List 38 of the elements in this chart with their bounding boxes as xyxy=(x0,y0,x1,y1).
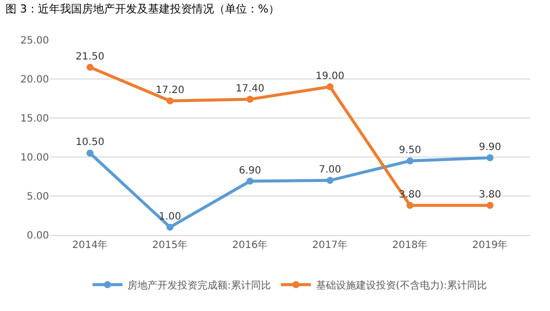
point xyxy=(246,96,254,103)
y-tick-label: 10.00 xyxy=(20,152,49,164)
point xyxy=(406,157,414,164)
data-label: 7.00 xyxy=(318,164,342,176)
y-tick-label: 0.00 xyxy=(26,230,49,242)
point xyxy=(486,202,494,209)
data-label: 6.90 xyxy=(238,165,262,176)
y-tick-label: 25.00 xyxy=(20,36,49,46)
point xyxy=(246,178,254,185)
data-label: 17.20 xyxy=(156,84,184,96)
x-tick-label: 2016年 xyxy=(232,239,268,251)
x-tick-label: 2018年 xyxy=(392,239,428,251)
x-tick-label: 2017年 xyxy=(312,239,348,251)
point xyxy=(166,224,174,231)
chart-title: 图 3：近年我国房地产开发及基建投资情况（单位：%） xyxy=(6,2,280,16)
point xyxy=(326,83,334,90)
x-tick-label: 2014年 xyxy=(72,239,108,251)
point xyxy=(326,176,334,184)
data-label: 19.00 xyxy=(316,70,344,82)
point xyxy=(86,64,94,71)
point xyxy=(166,97,174,104)
data-label: 3.80 xyxy=(478,189,502,200)
x-tick-label: 2019年 xyxy=(472,239,508,251)
data-label: 10.50 xyxy=(76,137,104,148)
y-tick-label: 15.00 xyxy=(20,114,49,124)
point xyxy=(86,150,94,157)
data-label: 1.00 xyxy=(158,211,182,222)
x-tick-label: 2015年 xyxy=(152,239,188,251)
y-tick-label: 20.00 xyxy=(20,74,49,86)
data-label: 17.40 xyxy=(236,83,264,94)
data-label: 9.90 xyxy=(478,142,502,153)
data-label: 9.50 xyxy=(398,145,422,156)
legend-label: 房地产开发投资完成额:累计同比 xyxy=(128,280,271,292)
y-tick-label: 5.00 xyxy=(26,192,49,202)
point xyxy=(406,202,414,209)
legend-label: 基础设施建设投资(不含电力):累计同比 xyxy=(316,280,488,292)
point xyxy=(486,154,494,162)
data-label: 21.50 xyxy=(76,51,104,62)
